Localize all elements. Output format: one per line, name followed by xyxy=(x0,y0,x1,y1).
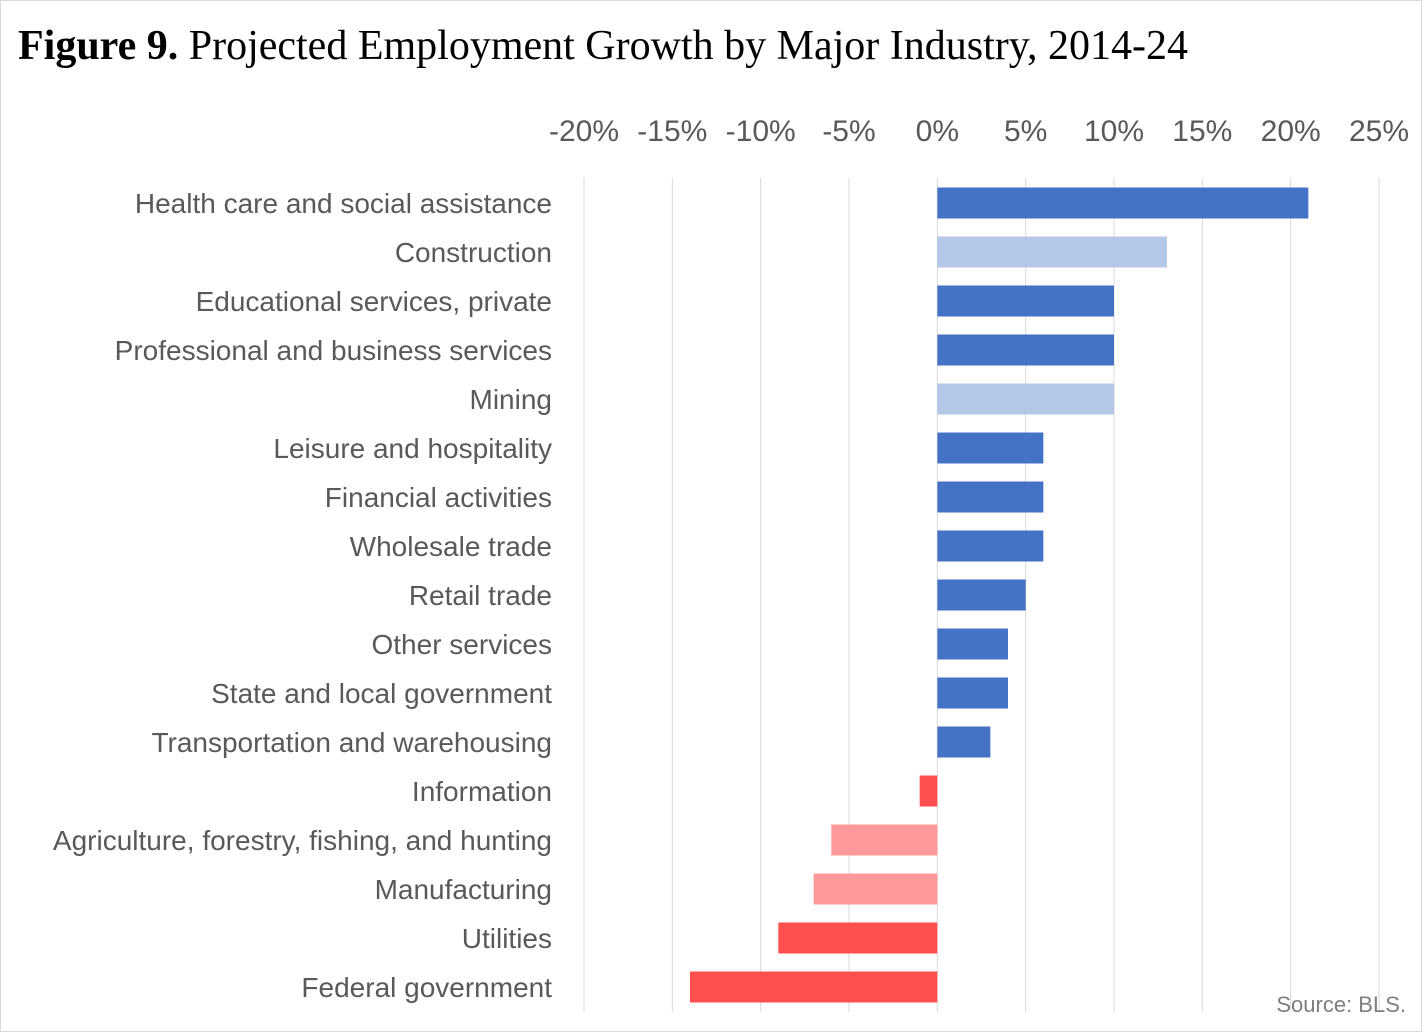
category-label: Financial activities xyxy=(325,482,552,513)
bar xyxy=(778,922,938,954)
category-label: Professional and business services xyxy=(115,335,552,366)
bar xyxy=(937,383,1114,415)
x-tick-label: -10% xyxy=(726,115,796,148)
bar xyxy=(937,628,1008,660)
source-note: Source: BLS. xyxy=(1276,992,1406,1017)
category-label: Health care and social assistance xyxy=(135,188,552,219)
category-label: Transportation and warehousing xyxy=(151,727,552,758)
category-label: Utilities xyxy=(462,923,552,954)
bar xyxy=(937,432,1044,464)
x-tick-label: -5% xyxy=(822,115,875,148)
bar xyxy=(831,824,938,856)
category-label: State and local government xyxy=(211,678,552,709)
category-label: Other services xyxy=(372,629,553,660)
category-labels: Health care and social assistance Constru… xyxy=(53,188,552,1003)
category-label: Federal government xyxy=(301,972,552,1003)
category-label: Manufacturing xyxy=(375,874,552,905)
category-label: Leisure and hospitality xyxy=(273,433,552,464)
x-tick-label: 10% xyxy=(1084,115,1144,148)
bar xyxy=(937,481,1044,513)
category-label: Educational services, private xyxy=(196,286,552,317)
bar xyxy=(937,677,1008,709)
category-label: Construction xyxy=(395,237,552,268)
bar xyxy=(937,187,1309,219)
x-tick-label: -15% xyxy=(637,115,707,148)
category-label: Wholesale trade xyxy=(350,531,552,562)
bar xyxy=(690,971,938,1003)
bar xyxy=(937,530,1044,562)
bar xyxy=(937,726,991,758)
x-tick-label: 15% xyxy=(1172,115,1232,148)
category-label: Mining xyxy=(470,384,552,415)
bar xyxy=(937,236,1167,268)
bar xyxy=(937,334,1114,366)
chart-title: Figure 9. Projected Employment Growth by… xyxy=(18,18,1188,74)
bars xyxy=(690,187,1309,1003)
x-tick-label: 0% xyxy=(916,115,959,148)
category-label: Information xyxy=(412,776,552,807)
category-label: Retail trade xyxy=(409,580,552,611)
x-tick-label: 5% xyxy=(1004,115,1047,148)
bar xyxy=(937,285,1114,317)
gridlines xyxy=(583,178,1380,1012)
x-tick-label: 20% xyxy=(1261,115,1321,148)
figure-label: Figure 9. xyxy=(18,23,179,69)
category-label: Agriculture, forestry, fishing, and hunt… xyxy=(53,825,552,856)
bar xyxy=(919,775,938,807)
x-tick-label: -20% xyxy=(549,115,619,148)
x-axis-tick-labels: -20% -15% -10% -5% 0% 5% 10% 15% 20% 25% xyxy=(549,115,1409,148)
title-text: Projected Employment Growth by Major Ind… xyxy=(188,23,1189,69)
bar xyxy=(937,579,1026,611)
bar xyxy=(813,873,938,905)
x-tick-label: 25% xyxy=(1349,115,1409,148)
